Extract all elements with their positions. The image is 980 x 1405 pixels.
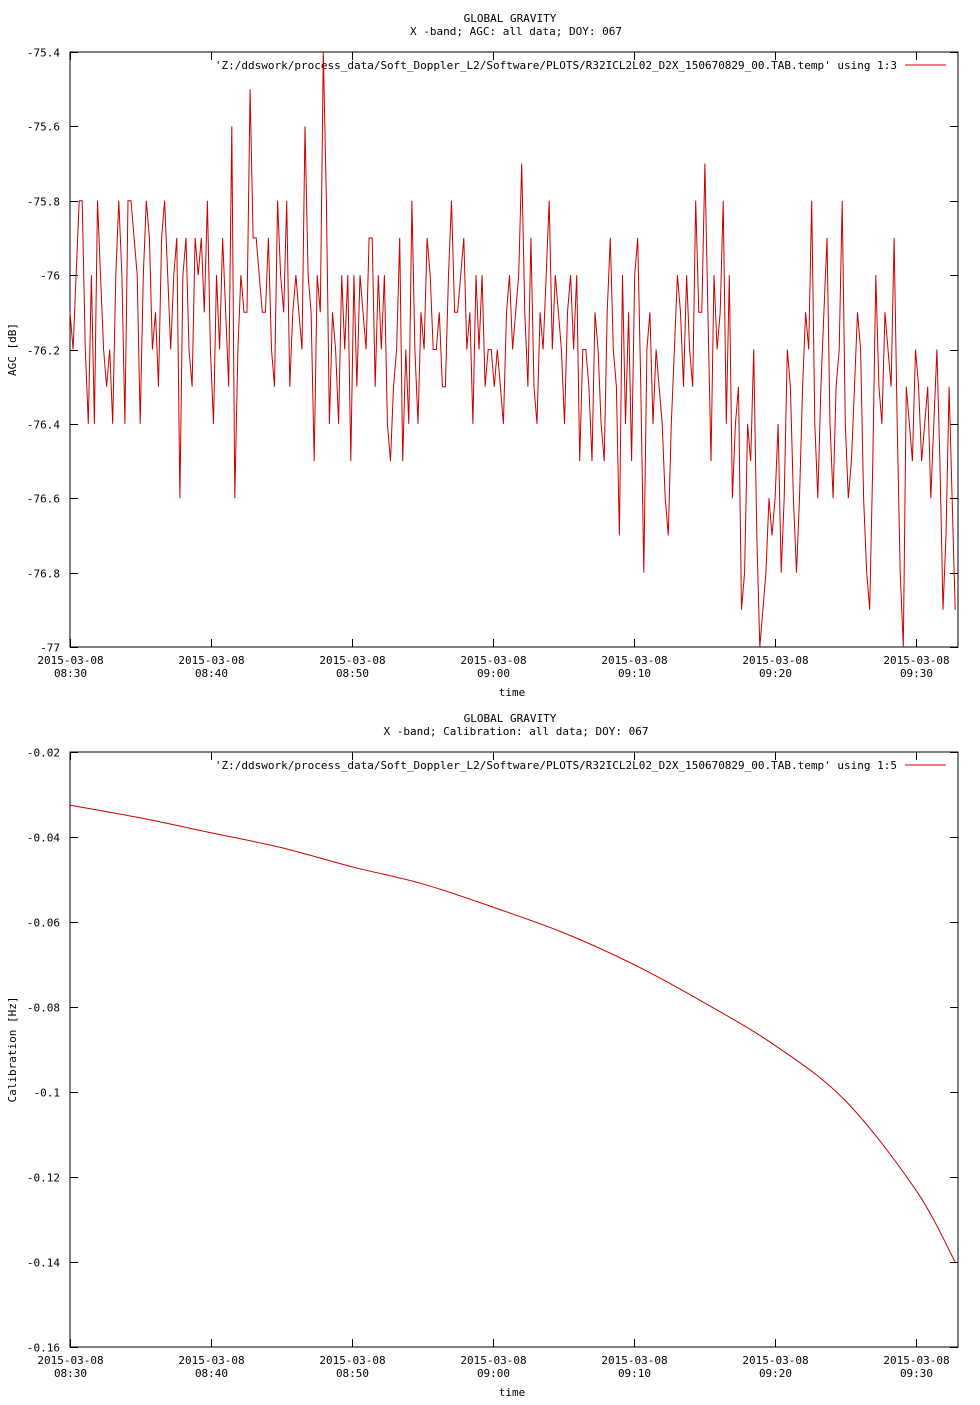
- y-tick-label: -0.16: [27, 1342, 60, 1355]
- x-axis-label: time: [499, 686, 526, 699]
- y-tick-label: -0.14: [27, 1257, 60, 1270]
- x-tick-label-time: 09:10: [618, 1367, 651, 1380]
- x-tick-label-date: 2015-03-08: [319, 1354, 385, 1367]
- x-tick-label-time: 09:30: [900, 1367, 933, 1380]
- x-tick-label-time: 09:00: [477, 1367, 510, 1380]
- plot-frame: [69, 751, 959, 1348]
- x-tick-label-time: 08:40: [195, 1367, 228, 1380]
- y-tick-label: -76.2: [27, 345, 60, 358]
- y-tick-label: -0.04: [27, 832, 60, 845]
- x-tick-label-date: 2015-03-08: [319, 654, 385, 667]
- series-line-1: [69, 51, 956, 648]
- x-tick-label-time: 08:50: [336, 1367, 369, 1380]
- x-tick-label-date: 2015-03-08: [460, 654, 526, 667]
- y-tick-label: -0.02: [27, 747, 60, 760]
- chart-subtitle: X -band; Calibration: all data; DOY: 067: [384, 725, 649, 738]
- x-tick-label-time: 08:50: [336, 667, 369, 680]
- plot-frame: [69, 51, 959, 648]
- x-tick-label-date: 2015-03-08: [601, 1354, 667, 1367]
- x-tick-label-time: 08:30: [54, 1367, 87, 1380]
- x-tick-label-date: 2015-03-08: [742, 654, 808, 667]
- x-tick-label-time: 09:30: [900, 667, 933, 680]
- chart-title: GLOBAL GRAVITY: [464, 712, 557, 725]
- legend-label: 'Z:/ddswork/process_data/Soft_Doppler_L2…: [215, 59, 897, 72]
- y-tick-label: -75.6: [27, 121, 60, 134]
- x-tick-label-time: 09:20: [759, 1367, 792, 1380]
- x-tick-label-time: 08:40: [195, 667, 228, 680]
- x-axis-label: time: [499, 1386, 526, 1399]
- y-tick-label: -76: [40, 270, 60, 283]
- x-tick-label-date: 2015-03-08: [460, 1354, 526, 1367]
- x-tick-label-date: 2015-03-08: [742, 1354, 808, 1367]
- x-tick-label-date: 2015-03-08: [883, 1354, 949, 1367]
- y-tick-label: -0.1: [34, 1087, 61, 1100]
- x-tick-label-date: 2015-03-08: [883, 654, 949, 667]
- x-tick-label-time: 09:00: [477, 667, 510, 680]
- y-axis-label: Calibration [Hz]: [6, 997, 19, 1103]
- chart-subtitle: X -band; AGC: all data; DOY: 067: [410, 25, 622, 38]
- x-tick-label-date: 2015-03-08: [601, 654, 667, 667]
- y-tick-label: -75.8: [27, 196, 60, 209]
- y-axis-label: AGC [dB]: [6, 323, 19, 376]
- y-tick-label: -76.8: [27, 568, 60, 581]
- x-tick-label-date: 2015-03-08: [178, 654, 244, 667]
- x-tick-label-time: 09:10: [618, 667, 651, 680]
- x-tick-label-date: 2015-03-08: [37, 1354, 103, 1367]
- y-tick-label: -75.4: [27, 47, 60, 60]
- x-tick-label-time: 09:20: [759, 667, 792, 680]
- y-tick-label: -0.12: [27, 1172, 60, 1185]
- x-tick-label-time: 08:30: [54, 667, 87, 680]
- y-tick-label: -76.4: [27, 419, 60, 432]
- y-tick-label: -0.06: [27, 917, 60, 930]
- chart-title: GLOBAL GRAVITY: [464, 12, 557, 25]
- series-line-1: [69, 804, 956, 1263]
- y-tick-label: -0.08: [27, 1002, 60, 1015]
- y-tick-label: -77: [40, 642, 60, 655]
- x-tick-label-date: 2015-03-08: [178, 1354, 244, 1367]
- legend-label: 'Z:/ddswork/process_data/Soft_Doppler_L2…: [215, 759, 897, 772]
- x-tick-label-date: 2015-03-08: [37, 654, 103, 667]
- y-tick-label: -76.6: [27, 493, 60, 506]
